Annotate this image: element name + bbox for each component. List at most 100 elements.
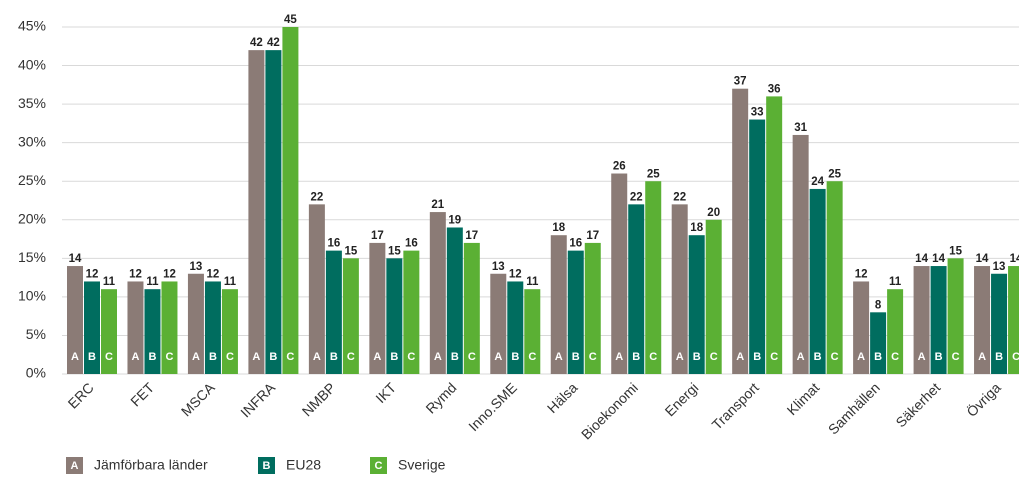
value-label: 14 <box>932 253 945 265</box>
bar-letter: C <box>347 351 355 363</box>
bar <box>463 242 480 374</box>
bar-letter: A <box>192 351 200 363</box>
bar <box>688 235 705 374</box>
value-label: 12 <box>86 268 99 280</box>
bar-letter: C <box>649 351 657 363</box>
value-label: 26 <box>613 161 626 173</box>
x-tick-label: Klimat <box>784 379 823 418</box>
value-label: 42 <box>250 37 263 49</box>
x-tick-label: Transport <box>709 379 762 432</box>
y-tick-label: 30% <box>18 133 46 149</box>
value-label: 16 <box>569 238 582 250</box>
y-tick-label: 0% <box>26 365 46 381</box>
bar <box>809 188 826 374</box>
bar-letter: C <box>891 351 899 363</box>
bar-letter: A <box>857 351 865 363</box>
value-label: 24 <box>811 176 824 188</box>
x-tick-label: INFRA <box>237 379 278 420</box>
legend-label: Jämförbara länder <box>94 457 208 473</box>
bar-letter: B <box>88 351 96 363</box>
bar <box>1008 266 1019 374</box>
bar <box>187 273 204 374</box>
bar <box>645 181 662 374</box>
bar <box>282 27 299 374</box>
x-tick-label: Hälsa <box>544 379 581 416</box>
bar-letter: A <box>252 351 260 363</box>
value-label: 37 <box>734 76 747 88</box>
bar-letter: A <box>494 351 502 363</box>
y-tick-label: 40% <box>18 56 46 72</box>
bar-letter: C <box>226 351 234 363</box>
value-label: 25 <box>828 168 841 180</box>
x-tick-label: NMBP <box>299 379 339 419</box>
value-label: 19 <box>448 215 461 227</box>
bar-letter: C <box>831 351 839 363</box>
bar-letter: B <box>451 351 459 363</box>
value-label: 22 <box>673 191 686 203</box>
bar <box>853 281 870 374</box>
legend-label: Sverige <box>398 457 446 473</box>
y-tick-label: 20% <box>18 210 46 226</box>
value-label: 45 <box>284 14 297 26</box>
legend-item: A Jämförbara länder <box>66 457 208 474</box>
value-label: 22 <box>310 191 323 203</box>
bar-letter: A <box>131 351 139 363</box>
x-tick-label: Övriga <box>963 379 1004 420</box>
bar <box>84 281 100 374</box>
value-label: 31 <box>794 122 807 134</box>
value-label: 33 <box>751 107 764 119</box>
bar <box>144 289 161 374</box>
bar <box>507 281 524 374</box>
bar-letter: C <box>952 351 960 363</box>
bar <box>446 227 463 374</box>
bar-letter: B <box>511 351 519 363</box>
bar <box>403 250 420 374</box>
value-label: 36 <box>768 83 781 95</box>
value-label: 22 <box>630 191 643 203</box>
bar <box>567 250 584 374</box>
bar-letter: A <box>797 351 805 363</box>
bar-letter: C <box>165 351 173 363</box>
value-label: 11 <box>526 276 539 288</box>
y-tick-label: 5% <box>26 326 46 342</box>
value-label: 20 <box>707 207 720 219</box>
value-label: 8 <box>875 299 882 311</box>
bar <box>265 50 282 375</box>
bar-letter: A <box>918 351 926 363</box>
bar <box>429 212 446 374</box>
bar <box>826 181 843 374</box>
bar <box>584 242 601 374</box>
legend-letter: A <box>71 460 79 472</box>
value-label: 12 <box>509 268 522 280</box>
value-label: 17 <box>586 230 599 242</box>
value-label: 25 <box>647 168 660 180</box>
bar <box>248 50 265 375</box>
bar <box>671 204 688 374</box>
bar <box>550 235 567 374</box>
bar <box>628 204 645 374</box>
value-label: 12 <box>129 268 142 280</box>
x-tick-label: Rymd <box>422 379 459 416</box>
bar <box>101 289 117 374</box>
value-label: 13 <box>190 261 203 273</box>
legend-swatch <box>258 457 275 474</box>
bar-letter: B <box>390 351 398 363</box>
bar <box>749 119 766 375</box>
bar-letter: C <box>407 351 415 363</box>
bar-letter: A <box>978 351 986 363</box>
bar-letter: A <box>615 351 623 363</box>
x-tick-label: Inno.SME <box>465 379 520 434</box>
bar-letter: B <box>572 351 580 363</box>
bar-letter: A <box>736 351 744 363</box>
value-label: 11 <box>224 276 237 288</box>
bar-letter: B <box>148 351 156 363</box>
y-tick-label: 15% <box>18 249 46 265</box>
bar <box>204 281 221 374</box>
bar <box>947 258 964 374</box>
bar <box>221 289 238 374</box>
bar <box>325 250 342 374</box>
bar <box>308 204 325 374</box>
value-label: 14 <box>976 253 989 265</box>
bar <box>792 134 809 374</box>
x-tick-label: FET <box>127 379 157 409</box>
